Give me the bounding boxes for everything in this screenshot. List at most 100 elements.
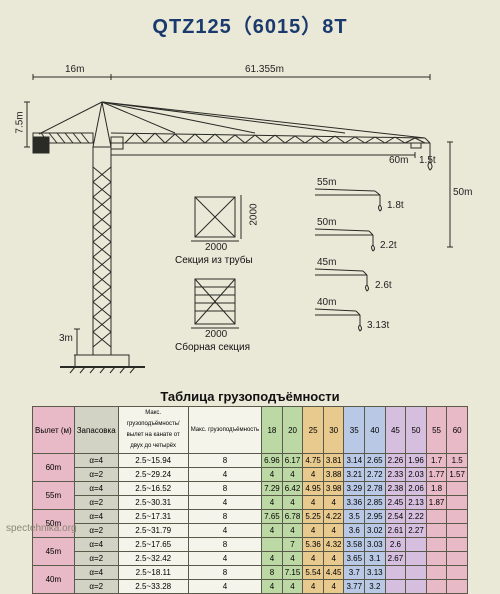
table-row: 60mα=42.5~15.9486.966.174.753.813.142.65… — [33, 454, 468, 468]
cell-max: 8 — [188, 538, 261, 552]
col-reeving: Запасовка — [74, 407, 118, 454]
cell-value: 3.14 — [344, 454, 365, 468]
cell-value — [447, 496, 468, 510]
cell-value — [426, 524, 447, 538]
jib-frag-40 — [315, 309, 362, 331]
cell-value: 3.21 — [344, 468, 365, 482]
cell-reeving: α=4 — [74, 482, 118, 496]
cell-value: 1.77 — [426, 468, 447, 482]
cell-value: 4 — [262, 580, 283, 594]
cell-max: 8 — [188, 510, 261, 524]
cell-value: 2.85 — [365, 496, 386, 510]
cell-value: 5.54 — [303, 566, 324, 580]
tube-h: 2000 — [249, 203, 260, 225]
cell-value: 2.6 — [385, 538, 406, 552]
page-title: QTZ125（6015）8T — [0, 0, 500, 39]
cell-max: 4 — [188, 580, 261, 594]
cell-value — [406, 538, 427, 552]
jib3-reach: 40m — [317, 297, 336, 308]
cell-reeving: α=4 — [74, 566, 118, 580]
cell-boom: 55m — [33, 482, 75, 510]
cell-value: 1.96 — [406, 454, 427, 468]
cell-value: 1.7 — [426, 454, 447, 468]
load-table: Вылет (м) Запасовка Макс. грузоподъёмнос… — [32, 406, 468, 594]
cell-value: 4.95 — [303, 482, 324, 496]
cell-value: 3.6 — [344, 524, 365, 538]
cell-value — [447, 510, 468, 524]
cell-range: 2.5~32.42 — [118, 552, 188, 566]
dim-drop: 50m — [453, 187, 472, 198]
cell-value: 6.96 — [262, 454, 283, 468]
cell-value: 2.26 — [385, 454, 406, 468]
cell-value: 4.75 — [303, 454, 324, 468]
col-30: 30 — [323, 407, 344, 454]
cell-reeving: α=4 — [74, 538, 118, 552]
dim-jib: 61.355m — [245, 64, 284, 75]
cell-value — [385, 566, 406, 580]
col-60: 60 — [447, 407, 468, 454]
cell-value: 2.38 — [385, 482, 406, 496]
cell-value: 7 — [282, 538, 303, 552]
cell-boom: 45m — [33, 538, 75, 566]
cell-reeving: α=2 — [74, 580, 118, 594]
cell-range: 2.5~30.31 — [118, 496, 188, 510]
cell-reeving: α=2 — [74, 524, 118, 538]
cell-reeving: α=2 — [74, 468, 118, 482]
cell-value: 4 — [323, 580, 344, 594]
cell-value: 5.25 — [303, 510, 324, 524]
cell-value — [406, 566, 427, 580]
dim-height: 7.5m — [15, 111, 26, 133]
dim-tip: 1.5t — [419, 155, 436, 166]
cell-max: 4 — [188, 552, 261, 566]
cell-value: 7.29 — [262, 482, 283, 496]
cell-value: 2.65 — [365, 454, 386, 468]
jib-frag-55 — [315, 189, 382, 211]
table-row: α=22.5~30.31444443.362.852.452.131.87 — [33, 496, 468, 510]
cell-reeving: α=2 — [74, 496, 118, 510]
cell-value: 4 — [262, 496, 283, 510]
cell-value: 3.98 — [323, 482, 344, 496]
jib3-cap: 3.13t — [367, 320, 389, 331]
cell-value: 2.13 — [406, 496, 427, 510]
table-row: 45mα=42.5~17.65875.364.323.583.032.6 — [33, 538, 468, 552]
col-18: 18 — [262, 407, 283, 454]
cell-value: 8 — [262, 566, 283, 580]
crane-diagram: 16m 61.355m 7.5m 3m 60m 1.5t 50m 2000 20… — [15, 47, 485, 387]
col-20: 20 — [282, 407, 303, 454]
cell-value: 2.78 — [365, 482, 386, 496]
col-55: 55 — [426, 407, 447, 454]
col-boom: Вылет (м) — [33, 407, 75, 454]
jib0-cap: 1.8t — [387, 200, 404, 211]
cell-value — [426, 580, 447, 594]
col-cap: Макс. грузоподъёмность — [188, 407, 261, 454]
dim-counterjib: 16m — [65, 64, 84, 75]
cell-value: 3.2 — [365, 580, 386, 594]
cell-value — [447, 580, 468, 594]
asm-w: 2000 — [205, 329, 227, 340]
cell-boom: 40m — [33, 566, 75, 594]
cell-value: 4 — [282, 580, 303, 594]
cell-value — [406, 580, 427, 594]
cell-value: 3.65 — [344, 552, 365, 566]
cell-value: 1.87 — [426, 496, 447, 510]
cell-value: 4 — [282, 496, 303, 510]
cell-value — [447, 538, 468, 552]
jib-frag-50 — [315, 229, 375, 251]
cell-value: 2.67 — [385, 552, 406, 566]
cell-value: 2.45 — [385, 496, 406, 510]
jib1-reach: 50m — [317, 217, 336, 228]
cell-value: 4 — [282, 524, 303, 538]
cell-max: 4 — [188, 496, 261, 510]
cell-range: 2.5~15.94 — [118, 454, 188, 468]
cell-value: 4 — [323, 524, 344, 538]
cell-value: 6.17 — [282, 454, 303, 468]
jib1-cap: 2.2t — [380, 240, 397, 251]
cell-value: 1.8 — [426, 482, 447, 496]
cell-max: 4 — [188, 468, 261, 482]
col-45: 45 — [385, 407, 406, 454]
watermark: spectehnika.org — [6, 523, 77, 534]
jib-frag-45 — [315, 269, 369, 291]
tube-w: 2000 — [205, 242, 227, 253]
cell-value: 2.03 — [406, 468, 427, 482]
cell-value: 7.65 — [262, 510, 283, 524]
